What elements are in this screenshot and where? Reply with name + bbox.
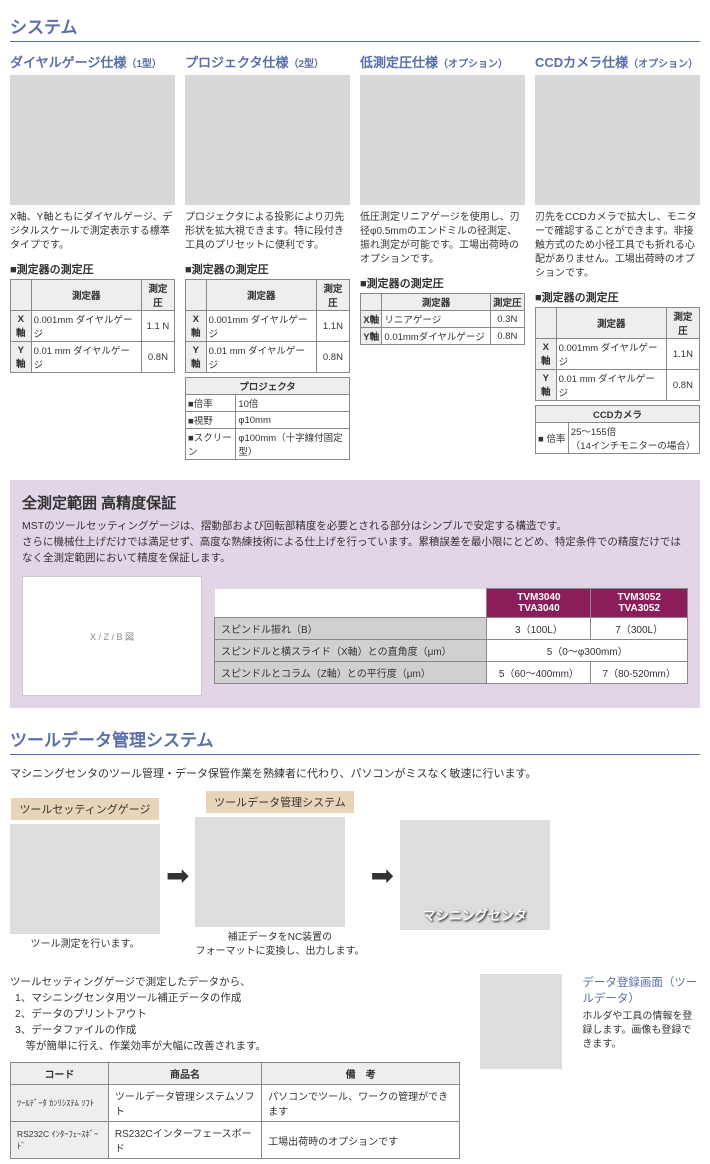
system-image bbox=[185, 75, 350, 205]
pressure-heading: ■測定器の測定圧 bbox=[360, 275, 525, 291]
arrow-icon: ➡ bbox=[370, 859, 393, 892]
systems-row: ダイヤルゲージ仕様（1型） X軸、Y軸ともにダイヤルゲージ、デジタルスケールで測… bbox=[10, 52, 700, 460]
system-image bbox=[535, 75, 700, 205]
pressure-heading: ■測定器の測定圧 bbox=[185, 261, 350, 277]
system-desc: プロジェクタによる投影により刃先形状を拡大視できます。特に段付き工具のプリセット… bbox=[185, 211, 350, 253]
flow-image: マシニングセンタ bbox=[400, 820, 550, 930]
system-heading: CCDカメラ仕様（オプション） bbox=[535, 52, 700, 71]
flow-label: ツールデータ管理システム bbox=[206, 791, 354, 813]
system-image bbox=[10, 75, 175, 205]
pressure-table: 測定器測定圧 X軸0.001mm ダイヤルゲージ1.1N Y軸0.01 mm ダ… bbox=[535, 307, 700, 401]
projector-table: プロジェクタ ■倍率10倍 ■視野φ10mm ■スクリーンφ100mm（十字線付… bbox=[185, 377, 350, 460]
pressure-table: 測定器測定圧 X軸0.001mm ダイヤルゲージ1.1 N Y軸0.01 mm … bbox=[10, 279, 175, 373]
section-title-tooldata: ツールデータ管理システム bbox=[10, 726, 700, 755]
ccd-table: CCDカメラ ■ 倍率25～155倍 （14インチモニターの場合） bbox=[535, 405, 700, 454]
system-heading: ダイヤルゲージ仕様（1型） bbox=[10, 52, 175, 71]
arrow-icon: ➡ bbox=[166, 859, 189, 892]
pressure-heading: ■測定器の測定圧 bbox=[535, 289, 700, 305]
precision-table: TVM3040 TVA3040 TVM3052 TVA3052 スピンドル振れ（… bbox=[214, 588, 688, 684]
reg-desc: ホルダや工具の情報を登録します。画像も登録できます。 bbox=[582, 1010, 700, 1052]
flow-item-machine: マシニングセンタ bbox=[400, 820, 550, 930]
system-projector: プロジェクタ仕様（2型） プロジェクタによる投影により刃先形状を拡大視できます。… bbox=[185, 52, 350, 460]
list-item: 3、データファイルの作成 bbox=[15, 1023, 460, 1039]
tooldata-intro: マシニングセンタのツール管理・データ保管作業を熟練者に代わり、パソコンがミスなく… bbox=[10, 765, 700, 781]
list-item: 2、データのプリントアウト bbox=[15, 1007, 460, 1023]
flow-image bbox=[195, 817, 345, 927]
system-image bbox=[360, 75, 525, 205]
precision-diagram: X / Z / B 図 bbox=[22, 576, 202, 696]
reg-title: データ登録画面（ツールデータ） bbox=[582, 974, 700, 1006]
tool-bottom: ツールセッティングゲージで測定したデータから、 1、マシニングセンタ用ツール補正… bbox=[10, 974, 700, 1159]
screenshot-image bbox=[480, 974, 562, 1069]
tool-bottom-mid bbox=[480, 974, 562, 1159]
flow-item-pc: ツールデータ管理システム 補正データをNC装置の フォーマットに変換し、出力しま… bbox=[195, 791, 364, 959]
flow-overlay: マシニングセンタ bbox=[400, 905, 550, 924]
tool-flow: ツールセッティングゲージ ツール測定を行います。 ➡ ツールデータ管理システム … bbox=[10, 791, 700, 959]
system-dial: ダイヤルゲージ仕様（1型） X軸、Y軸ともにダイヤルゲージ、デジタルスケールで測… bbox=[10, 52, 175, 460]
list-item: 1、マシニングセンタ用ツール補正データの作成 bbox=[15, 991, 460, 1007]
flow-caption: 補正データをNC装置の フォーマットに変換し、出力します。 bbox=[195, 931, 364, 959]
system-desc: X軸、Y軸ともにダイヤルゲージ、デジタルスケールで測定表示する標準タイプです。 bbox=[10, 211, 175, 253]
pressure-heading: ■測定器の測定圧 bbox=[10, 261, 175, 277]
flow-label: ツールセッティングゲージ bbox=[11, 798, 158, 820]
tool-list: 1、マシニングセンタ用ツール補正データの作成 2、データのプリントアウト 3、デ… bbox=[15, 991, 460, 1054]
precision-desc: MSTのツールセッティングゲージは、摺動部および回転部精度を必要とされる部分はシ… bbox=[22, 519, 688, 566]
system-heading: プロジェクタ仕様（2型） bbox=[185, 52, 350, 71]
flow-item-gauge: ツールセッティングゲージ ツール測定を行います。 bbox=[10, 798, 160, 952]
tool-bottom-left: ツールセッティングゲージで測定したデータから、 1、マシニングセンタ用ツール補正… bbox=[10, 974, 460, 1159]
system-heading: 低測定圧仕様（オプション） bbox=[360, 52, 525, 71]
flow-caption: ツール測定を行います。 bbox=[10, 938, 160, 952]
tool-bottom-right: データ登録画面（ツールデータ） ホルダや工具の情報を登録します。画像も登録できま… bbox=[582, 974, 700, 1159]
precision-box: 全測定範囲 高精度保証 MSTのツールセッティングゲージは、摺動部および回転部精… bbox=[10, 480, 700, 708]
system-lowpressure: 低測定圧仕様（オプション） 低圧測定リニアゲージを使用し、刃径φ0.5mmのエン… bbox=[360, 52, 525, 460]
precision-title: 全測定範囲 高精度保証 bbox=[22, 492, 688, 513]
list-item: 等が簡単に行え、作業効率が大幅に改善されます。 bbox=[15, 1039, 460, 1055]
tool-list-intro: ツールセッティングゲージで測定したデータから、 bbox=[10, 974, 460, 989]
pressure-table: 測定器測定圧 X軸0.001mm ダイヤルゲージ1.1N Y軸0.01 mm ダ… bbox=[185, 279, 350, 373]
product-table: コード商品名備 考 ﾂｰﾙﾃﾞｰﾀ ｶﾝﾘｼｽﾃﾑ ｿﾌﾄツールデータ管理システ… bbox=[10, 1062, 460, 1159]
system-desc: 刃先をCCDカメラで拡大し、モニターで確認することができます。非接触方式のため小… bbox=[535, 211, 700, 281]
pressure-table: 測定器測定圧 X軸リニアゲージ0.3N Y軸0.01mmダイヤルゲージ0.8N bbox=[360, 293, 525, 345]
system-ccd: CCDカメラ仕様（オプション） 刃先をCCDカメラで拡大し、モニターで確認するこ… bbox=[535, 52, 700, 460]
system-desc: 低圧測定リニアゲージを使用し、刃径φ0.5mmのエンドミルの径測定、振れ測定が可… bbox=[360, 211, 525, 267]
section-title-system: システム bbox=[10, 13, 700, 42]
flow-image bbox=[10, 824, 160, 934]
